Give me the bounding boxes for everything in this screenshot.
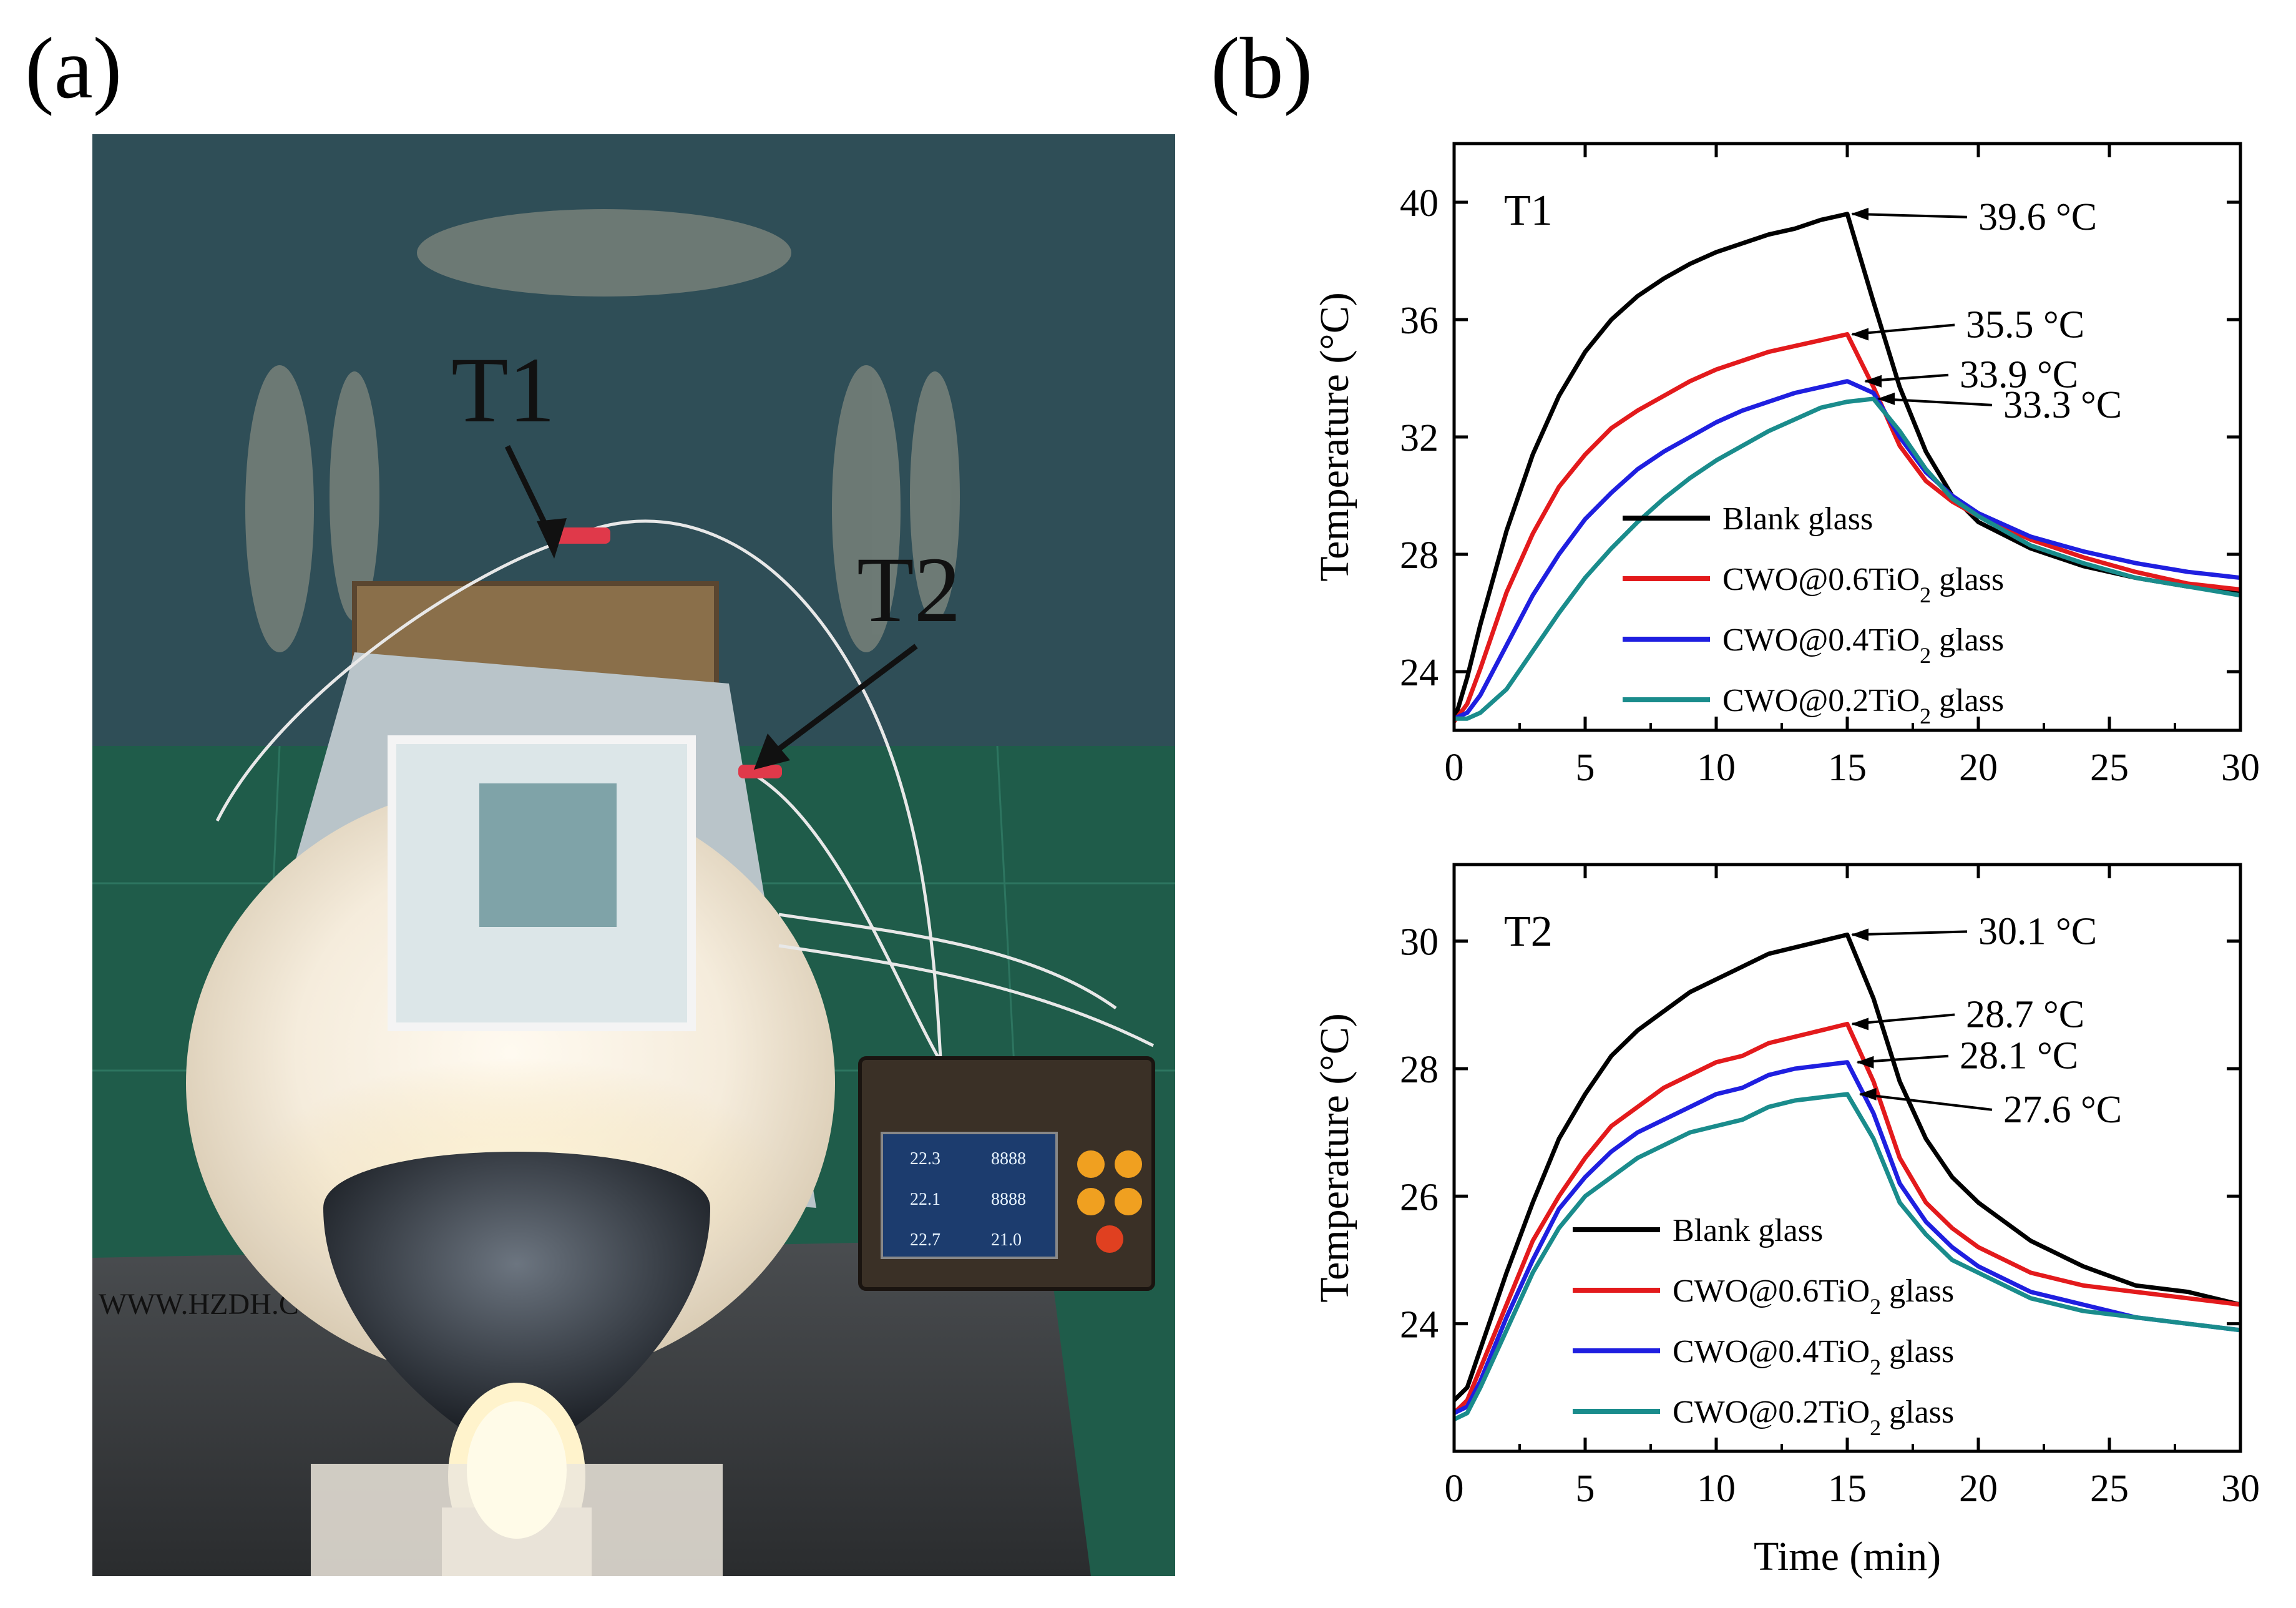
y-tick-label: 26 bbox=[1400, 1176, 1439, 1218]
logger-reading-4: 8888 bbox=[991, 1190, 1026, 1209]
annotation-label: 28.7 °C bbox=[1966, 993, 2084, 1036]
x-tick-label: 25 bbox=[2090, 1468, 2129, 1510]
y-tick-label: 24 bbox=[1400, 1304, 1439, 1346]
logger-reading-1: 22.3 bbox=[910, 1149, 940, 1169]
annotation-label: 28.1 °C bbox=[1960, 1035, 2078, 1077]
annotation-leader bbox=[1852, 212, 1968, 218]
y-tick-label: 40 bbox=[1400, 182, 1439, 225]
annotation-arrowhead bbox=[1851, 328, 1869, 341]
t1-sensor bbox=[554, 527, 610, 544]
annotation-label: 35.5 °C bbox=[1966, 304, 2084, 346]
logger-reading-2: 8888 bbox=[991, 1149, 1026, 1169]
x-tick-label: 5 bbox=[1576, 747, 1595, 789]
label-t2: T2 bbox=[857, 538, 961, 642]
x-tick-label: 25 bbox=[2090, 747, 2129, 789]
y-tick-label: 24 bbox=[1400, 652, 1439, 694]
arrowhead-t1 bbox=[537, 518, 567, 559]
chart-t1: 0 5 10 15 20 25 30 24 28 32 36 40 Temperature (°C) T1… bbox=[1312, 142, 2260, 789]
logger-reading-5: 22.7 bbox=[910, 1230, 940, 1250]
y-tick-label: 36 bbox=[1400, 300, 1439, 342]
t2-sensor bbox=[738, 765, 782, 778]
series-line-2 bbox=[1454, 1021, 2240, 1415]
annotation-arrowhead bbox=[1851, 1017, 1869, 1031]
setup-photo: WWW.HZDH.COM T1 T2 22.3 8888 bbox=[92, 134, 1175, 1576]
annotation-label: 39.6 °C bbox=[1978, 196, 2097, 238]
y-tick-label: 28 bbox=[1400, 1049, 1439, 1091]
logger-reading-6: 21.0 bbox=[991, 1230, 1022, 1250]
x-tick-label: 15 bbox=[1828, 1468, 1867, 1510]
wall-reflections bbox=[245, 209, 960, 652]
legend-label: CWO@0.4TiO2 glass bbox=[1722, 622, 2004, 668]
annotation-leader bbox=[1852, 1013, 1955, 1026]
annotation-label: 27.6 °C bbox=[2003, 1089, 2122, 1131]
series-line-1 bbox=[1454, 932, 2240, 1402]
chart-t2: 0 5 10 15 20 25 30 24 26 28 30 Temperature (°C) Time… bbox=[1312, 863, 2260, 1579]
legend-label: CWO@0.6TiO2 glass bbox=[1722, 562, 2004, 607]
annotation-leader bbox=[1878, 397, 1993, 406]
series-line-4 bbox=[1454, 396, 2240, 721]
x-tick-label: 10 bbox=[1697, 1468, 1736, 1510]
x-tick-label: 5 bbox=[1576, 1468, 1595, 1510]
legend-label: CWO@0.6TiO2 glass bbox=[1673, 1273, 1954, 1319]
panel-tag-t2: T2 bbox=[1504, 908, 1553, 956]
x-tick-label: 20 bbox=[1959, 1468, 1998, 1510]
label-t1: T1 bbox=[451, 338, 555, 442]
legend-subscript: 2 bbox=[1920, 643, 1931, 668]
annotation-arrowhead bbox=[1851, 207, 1869, 220]
x-tick-label: 20 bbox=[1959, 747, 1998, 789]
annotation-arrowhead bbox=[1877, 392, 1895, 405]
series-line-4 bbox=[1454, 1092, 2240, 1422]
annotation-arrowhead bbox=[1864, 375, 1882, 388]
arrow-t2 bbox=[765, 644, 918, 761]
x-axis-label: Time (min) bbox=[1754, 1534, 1941, 1579]
data-logger: 22.3 8888 22.1 8888 22.7 21.0 bbox=[858, 1056, 1155, 1291]
y-axis-label: Temperature (°C) bbox=[1312, 292, 1357, 581]
panel-label-b: (b) bbox=[1211, 20, 1313, 117]
arrowhead-t2 bbox=[754, 733, 790, 770]
x-tick-label: 0 bbox=[1445, 747, 1464, 789]
y-tick-label: 30 bbox=[1400, 921, 1439, 964]
series-line-1 bbox=[1454, 212, 2240, 722]
legend-label: CWO@0.2TiO2 glass bbox=[1722, 683, 2004, 728]
y-tick-label: 32 bbox=[1400, 417, 1439, 459]
legend-subscript: 2 bbox=[1920, 582, 1931, 607]
x-tick-label: 30 bbox=[2221, 747, 2260, 789]
charts-area: 0 5 10 15 20 25 30 24 28 32 36 40 Temperature (°C) T1… bbox=[1248, 94, 2296, 1608]
x-tick-label: 0 bbox=[1445, 1468, 1464, 1510]
annotation-label: 30.1 °C bbox=[1978, 910, 2097, 953]
x-tick-label: 10 bbox=[1697, 747, 1736, 789]
legend-subscript: 2 bbox=[1870, 1415, 1881, 1440]
series-line-3 bbox=[1454, 1060, 2240, 1415]
sensor-wires bbox=[215, 519, 1155, 1084]
legend-label: Blank glass bbox=[1722, 501, 1873, 537]
annotation-arrowhead bbox=[1856, 1056, 1874, 1069]
x-tick-label: 15 bbox=[1828, 747, 1867, 789]
annotation-leader bbox=[1852, 930, 1968, 936]
panel-label-a: (a) bbox=[25, 20, 122, 117]
y-axis-label: Temperature (°C) bbox=[1312, 1013, 1357, 1302]
logger-reading-3: 22.1 bbox=[910, 1190, 940, 1209]
legend-subscript: 2 bbox=[1870, 1355, 1881, 1380]
legend-label: Blank glass bbox=[1673, 1213, 1823, 1248]
annotation-label: 33.9 °C bbox=[1960, 354, 2078, 396]
annotation-leader bbox=[1852, 323, 1955, 336]
setup-photo-drawing: WWW.HZDH.COM T1 T2 22.3 8888 bbox=[92, 134, 1175, 1576]
legend-subscript: 2 bbox=[1920, 704, 1931, 728]
series-line-3 bbox=[1454, 379, 2240, 721]
legend-label: CWO@0.4TiO2 glass bbox=[1673, 1334, 1954, 1380]
annotation-arrowhead bbox=[1851, 928, 1869, 941]
panel-tag-t1: T1 bbox=[1504, 187, 1553, 235]
annotation-label: 33.3 °C bbox=[2003, 384, 2122, 426]
y-tick-label: 28 bbox=[1400, 534, 1439, 577]
legend-label: CWO@0.2TiO2 glass bbox=[1673, 1395, 1954, 1440]
inner-glass bbox=[479, 783, 617, 927]
series-line-2 bbox=[1454, 332, 2240, 723]
x-tick-label: 30 bbox=[2221, 1468, 2260, 1510]
annotation-arrowhead bbox=[1859, 1087, 1877, 1101]
legend-subscript: 2 bbox=[1870, 1294, 1881, 1319]
infrared-lamp bbox=[248, 1058, 785, 1576]
annotation-leader bbox=[1860, 1092, 1993, 1111]
